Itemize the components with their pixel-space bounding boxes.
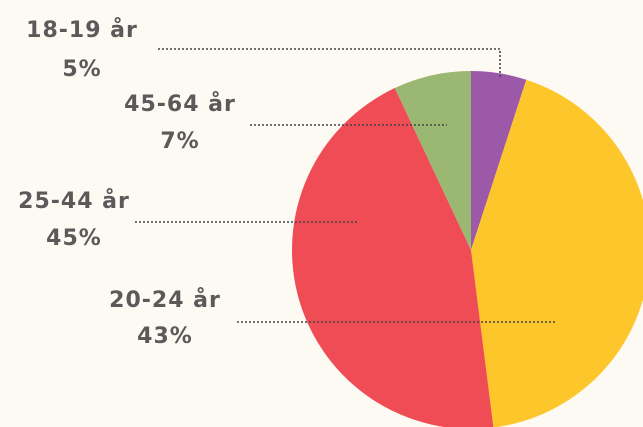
leader-line (158, 48, 501, 78)
value-label: 43% (137, 324, 193, 349)
slice-label: 25-44 år (18, 188, 130, 214)
value-label: 45% (46, 226, 102, 251)
slice-label: 18-19 år (26, 17, 138, 43)
pie-slice (471, 79, 643, 427)
pie-slice (471, 71, 527, 250)
value-label: 5% (62, 57, 101, 82)
slice-label: 20-24 år (109, 287, 221, 313)
slice-label: 45-64 år (124, 91, 236, 117)
pie-slice (292, 88, 494, 427)
value-label: 7% (160, 129, 199, 154)
pie-slice (394, 71, 471, 250)
